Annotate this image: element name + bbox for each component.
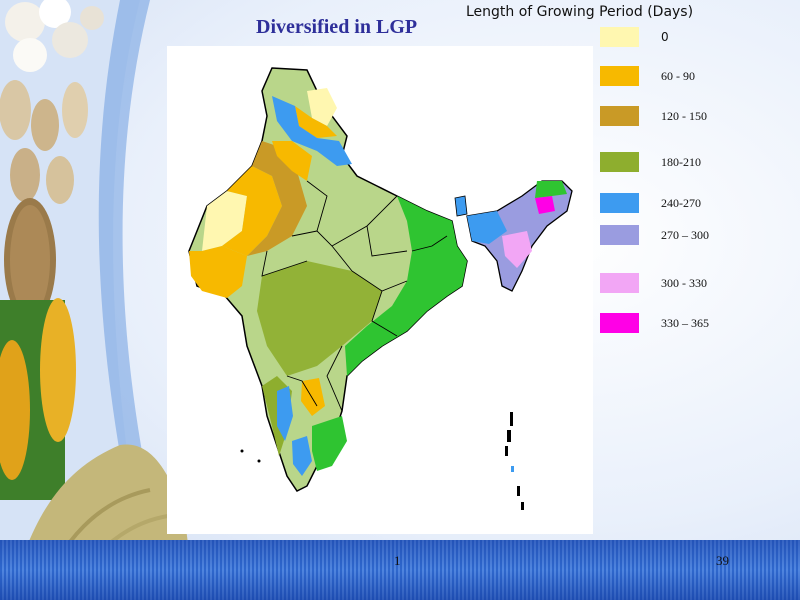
legend-swatch [600,106,639,126]
peanuts-image [0,80,88,204]
western-ghats-blue [277,386,293,441]
slide-title: Diversified in LGP [256,16,418,38]
legend-title: Length of Growing Period (Days) [466,4,694,20]
deccan-orange [301,378,325,416]
northeast-blue [467,211,507,244]
legend-swatch [600,27,639,47]
andaman-islands [505,412,524,510]
legend-label: 60 - 90 [661,69,695,83]
footer-page-left: 1 [394,553,401,568]
lakshadweep-islands [240,449,261,463]
central-olive [257,261,382,376]
slide-number: 39 [716,553,729,568]
cotton-image [5,0,104,72]
legend-label: 120 - 150 [661,109,707,123]
legend-swatch [600,66,639,86]
sikkim-blue [454,195,468,217]
himalaya-blue [272,96,352,166]
millet-image [4,198,56,322]
east-coast-green [345,196,467,376]
northeast-magenta [535,196,555,214]
south-green [312,416,347,471]
kerala-blue [292,436,312,476]
arid-60-90 [222,166,282,256]
legend-label: 300 - 330 [661,276,707,290]
legend-swatch [600,152,639,172]
legend-label: 240-270 [661,196,701,210]
footer-band [0,540,800,600]
northeast-pink [502,231,532,268]
legend-swatch [600,273,639,293]
desert-zero [202,191,247,251]
kashmir-orange [295,106,337,138]
legend-label: 180-210 [661,155,701,169]
legend-swatch [600,225,639,245]
legend-label: 0 [661,30,669,44]
north-plains-orange [272,141,312,181]
gujarat-60-90 [189,246,247,298]
india-lgp-map [167,46,593,534]
legend-swatch [600,313,639,333]
legend-swatch [600,193,639,213]
corn-image [0,298,76,500]
legend-label: 270 – 300 [661,228,709,242]
kashmir-yellow [307,88,337,126]
northeast-green [535,181,567,198]
state-borders [261,180,448,412]
legend-label: 330 – 365 [661,316,709,330]
